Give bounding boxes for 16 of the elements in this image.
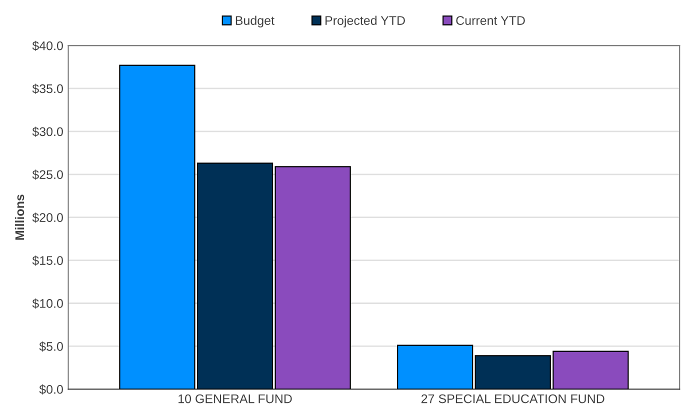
y-tick-label: $5.0 [39, 341, 63, 352]
y-tick-label: $25.0 [32, 170, 63, 180]
bar [397, 344, 474, 390]
y-tick-label: $10.0 [32, 298, 63, 309]
x-tick-label: 10 GENERAL FUND [178, 394, 292, 404]
y-tick-label: $20.0 [32, 212, 63, 223]
y-axis-title: Millions [14, 194, 24, 240]
x-tick-label: 27 SPECIAL EDUCATION FUND [421, 394, 604, 404]
y-tick-label: $0.0 [39, 384, 63, 395]
legend-label: Current YTD [456, 16, 525, 25]
legend-label: Projected YTD [326, 16, 405, 28]
y-tick-label: $15.0 [32, 256, 63, 266]
y-tick-label: $35.0 [32, 84, 63, 94]
y-tick-label: $40.0 [32, 40, 63, 51]
y-tick-label: $30.0 [32, 126, 63, 137]
legend-label: Budget [236, 16, 274, 28]
